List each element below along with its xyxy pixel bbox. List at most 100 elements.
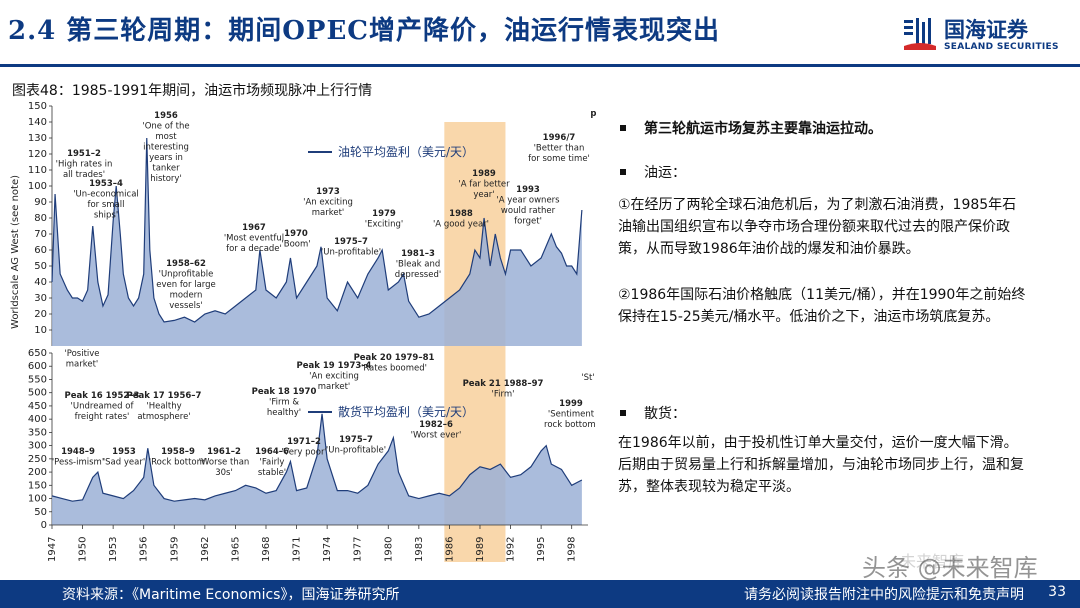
tanker-annotation: 'Unprofitable xyxy=(159,270,214,280)
tanker-annotation: vessels' xyxy=(169,301,202,311)
tanker-annotation: 1958–62 xyxy=(166,259,206,269)
bulk-annotation: atmosphere' xyxy=(137,412,190,422)
tanker-annotation: 1967 xyxy=(242,223,266,233)
header-divider xyxy=(0,64,1080,67)
bulk-annotation: 'Fairly xyxy=(260,458,285,468)
bulk-annotation: 'Positive xyxy=(64,349,99,359)
x-tick-label: 1947 xyxy=(47,537,58,562)
series-line xyxy=(51,137,583,323)
bulk-annotation: 30s' xyxy=(215,468,233,478)
series-area xyxy=(52,138,582,346)
tanker-annotation: for a decade' xyxy=(226,244,282,254)
y-tick-label: 500 xyxy=(28,388,47,399)
sealand-logo-icon xyxy=(904,18,936,50)
legend-label: 散货平均盈利（美元/天） xyxy=(338,404,474,419)
tanker-annotation: history' xyxy=(150,174,182,184)
bulk-annotation: 1953 xyxy=(112,447,136,457)
y-tick-label: 450 xyxy=(28,401,47,412)
tanker-annotation: 'Better than xyxy=(534,144,585,154)
figure-caption: 图表48：1985-1991年期间，油运市场频现脉冲上行行情 xyxy=(12,83,373,99)
tanker-annotation: tanker xyxy=(152,164,180,174)
y-tick-label: 30 xyxy=(34,293,47,304)
bullet-text: 第三轮航运市场复苏主要靠油运拉动。 xyxy=(644,121,882,137)
y-tick-label: 300 xyxy=(28,441,47,452)
tanker-annotation: interesting xyxy=(143,143,189,153)
y-tick-label: 150 xyxy=(28,480,47,491)
y-tick-label: 110 xyxy=(28,165,47,176)
bulk-annotation: 'Worse than xyxy=(199,458,250,468)
bulk-annotation: Peak 20 1979–81 xyxy=(354,353,435,363)
bulk-annotation: 'St' xyxy=(581,373,594,383)
logo-text-en: SEALAND SECURITIES xyxy=(944,42,1059,52)
x-tick-label: 1977 xyxy=(353,537,364,562)
bulk-annotation: 1961–2 xyxy=(207,447,241,457)
y-tick-label: 50 xyxy=(34,261,47,272)
y-tick-label: 90 xyxy=(34,197,47,208)
slide-title: 2.4 第三轮周期：期间OPEC增产降价，油运行情表现突出 xyxy=(8,16,720,46)
x-tick-label: 1950 xyxy=(78,537,89,562)
bulk-annotation: 1958–9 xyxy=(161,447,195,457)
bulk-paragraph: 在1986年以前，由于投机性订单大量交付，运价一度大幅下滑。后期由于贸易量上行和… xyxy=(618,435,1024,495)
y-tick-label: 400 xyxy=(28,414,47,425)
company-logo: 国海证券 SEALAND SECURITIES xyxy=(902,14,1062,60)
series-area xyxy=(52,413,582,525)
bulk-annotation: Peak 18 1970 xyxy=(252,387,317,397)
tanker-annotation: 'One of the xyxy=(142,122,189,132)
bulk-annotation: 1999 xyxy=(559,399,583,409)
tanker-annotation: 'Most eventful xyxy=(224,234,284,244)
y-axis-title: Worldscale AG West (see note) xyxy=(10,175,21,329)
tanker-annotation: 1979 xyxy=(372,209,396,219)
tanker-annotation: for some time' xyxy=(528,154,590,164)
source-note: 资料来源：《Maritime Economics》，国海证券研究所 xyxy=(62,587,400,603)
bulk-annotation: 'Worst ever' xyxy=(411,431,462,441)
tanker-annotation: 'A year owners xyxy=(496,196,560,206)
tanker-annotation: 'Un-profitable' xyxy=(321,248,381,258)
y-tick-label: 100 xyxy=(28,494,47,505)
series-line xyxy=(51,413,583,502)
tanker-annotation: for small xyxy=(87,200,124,210)
tanker-annotation: prosp xyxy=(590,109,596,119)
tanker-annotation: 1953–4 xyxy=(89,179,123,189)
x-tick-label: 1953 xyxy=(108,537,119,562)
tanker-annotation: 1970 xyxy=(284,229,308,239)
tanker-paragraph-1: ①在经历了两轮全球石油危机后，为了刺激石油消费，1985年石油输出国组织宣布以争… xyxy=(618,197,1017,257)
x-tick-label: 1983 xyxy=(414,537,425,562)
bulk-annotation: 'Very poor' xyxy=(281,448,327,458)
legend-label: 油轮平均盈利（美元/天） xyxy=(338,145,474,159)
bulk-annotation: 'Firm & xyxy=(269,398,299,408)
y-tick-label: 200 xyxy=(28,467,47,478)
bulk-annotation: 'Sad year' xyxy=(103,458,145,468)
tanker-annotation: years in xyxy=(149,153,183,163)
page-number: 33 xyxy=(1048,584,1066,600)
tanker-annotation: 'Un-economical xyxy=(73,190,139,200)
x-tick-label: 1974 xyxy=(322,537,333,562)
y-tick-label: 650 xyxy=(28,348,47,359)
x-tick-label: 1971 xyxy=(292,537,303,562)
bulk-annotation: 'Undreamed of xyxy=(71,402,135,412)
tanker-annotation: year' xyxy=(473,190,494,200)
tanker-annotation: 1989 xyxy=(472,169,496,179)
bullet-square-icon xyxy=(620,169,626,175)
tanker-annotation: 1996/7 xyxy=(543,133,576,143)
tanker-annotation: modern xyxy=(170,291,203,301)
bulk-annotation: 'Rock bottom' xyxy=(149,458,207,468)
y-tick-label: 140 xyxy=(28,117,47,128)
tanker-annotation: forget' xyxy=(514,217,542,227)
bulk-annotation: Peak 21 1988–97 xyxy=(463,379,544,389)
bulk-annotation: Peak 17 1956–7 xyxy=(127,391,202,401)
tanker-annotation: market' xyxy=(312,208,345,218)
bulk-annotation: 1964–6 xyxy=(255,447,289,457)
watermark-top: 未来智库 xyxy=(900,552,965,571)
y-tick-label: 40 xyxy=(34,277,47,288)
tanker-annotation: 'High rates in xyxy=(56,160,113,170)
bulk-annotation: Peak 16 1952–3 xyxy=(65,391,140,401)
footer-bar xyxy=(0,580,1080,608)
bullet-text: 散货： xyxy=(644,406,686,422)
tanker-annotation: 'An exciting xyxy=(303,198,353,208)
y-tick-label: 80 xyxy=(34,213,47,224)
x-tick-label: 1986 xyxy=(444,537,455,562)
bullet-text: 油运： xyxy=(644,165,686,181)
bullet-tanker: 油运： xyxy=(618,162,686,184)
x-tick-label: 1980 xyxy=(383,537,394,562)
tanker-annotation: ships' xyxy=(94,211,118,221)
